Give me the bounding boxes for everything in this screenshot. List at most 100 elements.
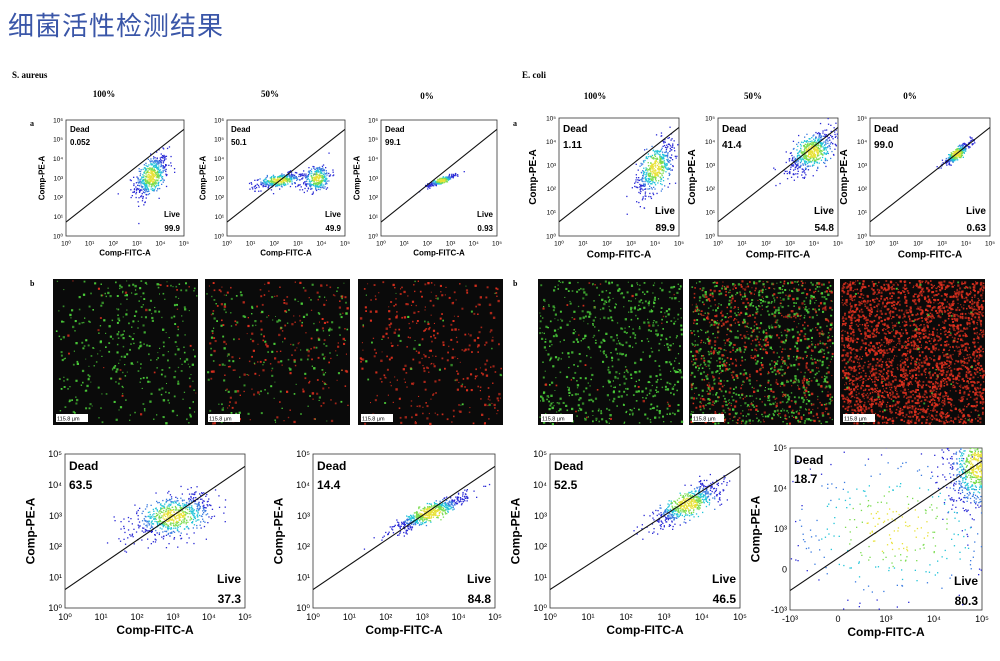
- event-point: [418, 507, 420, 510]
- event-point: [668, 144, 671, 146]
- event-point: [157, 162, 159, 164]
- event-point: [158, 184, 160, 187]
- event-point: [659, 154, 661, 156]
- event-point: [172, 530, 175, 533]
- event-point: [409, 518, 411, 521]
- event-point: [133, 184, 135, 187]
- event-point: [321, 177, 323, 179]
- event-point: [412, 523, 415, 526]
- event-point: [438, 178, 441, 180]
- event-point: [813, 161, 816, 163]
- event-point: [806, 157, 808, 160]
- event-point: [664, 515, 666, 517]
- event-point: [793, 147, 795, 150]
- event-point: [144, 185, 146, 187]
- event-point: [693, 509, 695, 511]
- event-point: [811, 156, 813, 158]
- gate-label-dead: Dead: [874, 124, 898, 135]
- event-point: [684, 511, 686, 513]
- event-point: [187, 503, 190, 505]
- event-point: [822, 154, 824, 156]
- event-point: [835, 135, 837, 138]
- event-point: [673, 140, 675, 142]
- event-point: [180, 485, 182, 488]
- event-point: [691, 495, 693, 498]
- event-point: [167, 511, 170, 513]
- event-point: [650, 187, 653, 189]
- event-point: [145, 162, 147, 164]
- event-point: [650, 164, 653, 167]
- event-point: [654, 165, 656, 167]
- event-point: [255, 184, 257, 187]
- event-point: [149, 181, 151, 183]
- event-point: [139, 190, 141, 192]
- event-point: [808, 141, 810, 143]
- event-point: [453, 174, 456, 177]
- event-point: [256, 183, 258, 185]
- event-point: [169, 535, 171, 537]
- event-point: [818, 139, 820, 142]
- event-point: [409, 521, 411, 523]
- event-point: [678, 497, 680, 500]
- event-point: [649, 175, 651, 178]
- y-axis-label: Comp-PE-A: [508, 497, 522, 564]
- event-point: [665, 151, 667, 153]
- event-point: [389, 526, 391, 528]
- event-point: [158, 533, 160, 536]
- event-point: [152, 170, 154, 173]
- event-point: [445, 180, 447, 182]
- event-point: [158, 169, 161, 172]
- event-point: [650, 197, 653, 200]
- event-point: [199, 524, 201, 526]
- event-point: [410, 519, 413, 522]
- event-point: [802, 177, 804, 179]
- event-point: [160, 508, 162, 510]
- event-point: [207, 522, 209, 524]
- event-point: [660, 514, 662, 516]
- event-point: [321, 168, 323, 170]
- event-point: [308, 171, 311, 174]
- event-point: [449, 500, 451, 502]
- event-point: [825, 153, 827, 155]
- event-point: [447, 508, 449, 511]
- x-tick-label: 10⁴: [695, 612, 709, 622]
- event-point: [154, 534, 156, 536]
- event-point: [162, 165, 164, 167]
- event-point: [809, 151, 811, 153]
- event-point: [194, 500, 196, 503]
- event-point: [147, 167, 149, 170]
- event-point: [197, 507, 199, 509]
- event-point: [312, 184, 315, 187]
- event-point: [265, 177, 267, 179]
- event-point: [138, 182, 140, 184]
- y-tick-label: 10⁴: [857, 139, 867, 146]
- event-point: [157, 502, 159, 504]
- event-point: [310, 180, 312, 182]
- event-point: [960, 154, 963, 156]
- event-point: [676, 517, 678, 519]
- event-point: [666, 511, 669, 513]
- event-point: [434, 513, 436, 515]
- event-point: [788, 160, 791, 162]
- scatter-plot-8: 10⁰ 10¹ 10² 10³ 10⁴ 10⁵10⁰10¹10²10³10⁴10⁵Comp…: [271, 449, 502, 637]
- event-point: [458, 501, 460, 503]
- event-point: [805, 150, 807, 152]
- event-point: [448, 175, 450, 177]
- event-point: [288, 173, 290, 175]
- event-point: [699, 488, 701, 490]
- x-tick-label: 10⁵: [340, 241, 350, 248]
- event-point: [660, 524, 662, 526]
- event-point: [658, 513, 660, 515]
- event-point: [443, 179, 445, 181]
- event-point: [719, 493, 721, 495]
- event-point: [140, 183, 142, 185]
- event-point: [641, 188, 643, 190]
- event-point: [159, 510, 161, 512]
- event-point: [280, 180, 282, 183]
- event-point: [695, 496, 697, 498]
- event-point: [314, 178, 317, 180]
- event-point: [142, 196, 144, 198]
- event-point: [806, 158, 808, 161]
- event-point: [647, 173, 650, 175]
- event-point: [314, 173, 316, 175]
